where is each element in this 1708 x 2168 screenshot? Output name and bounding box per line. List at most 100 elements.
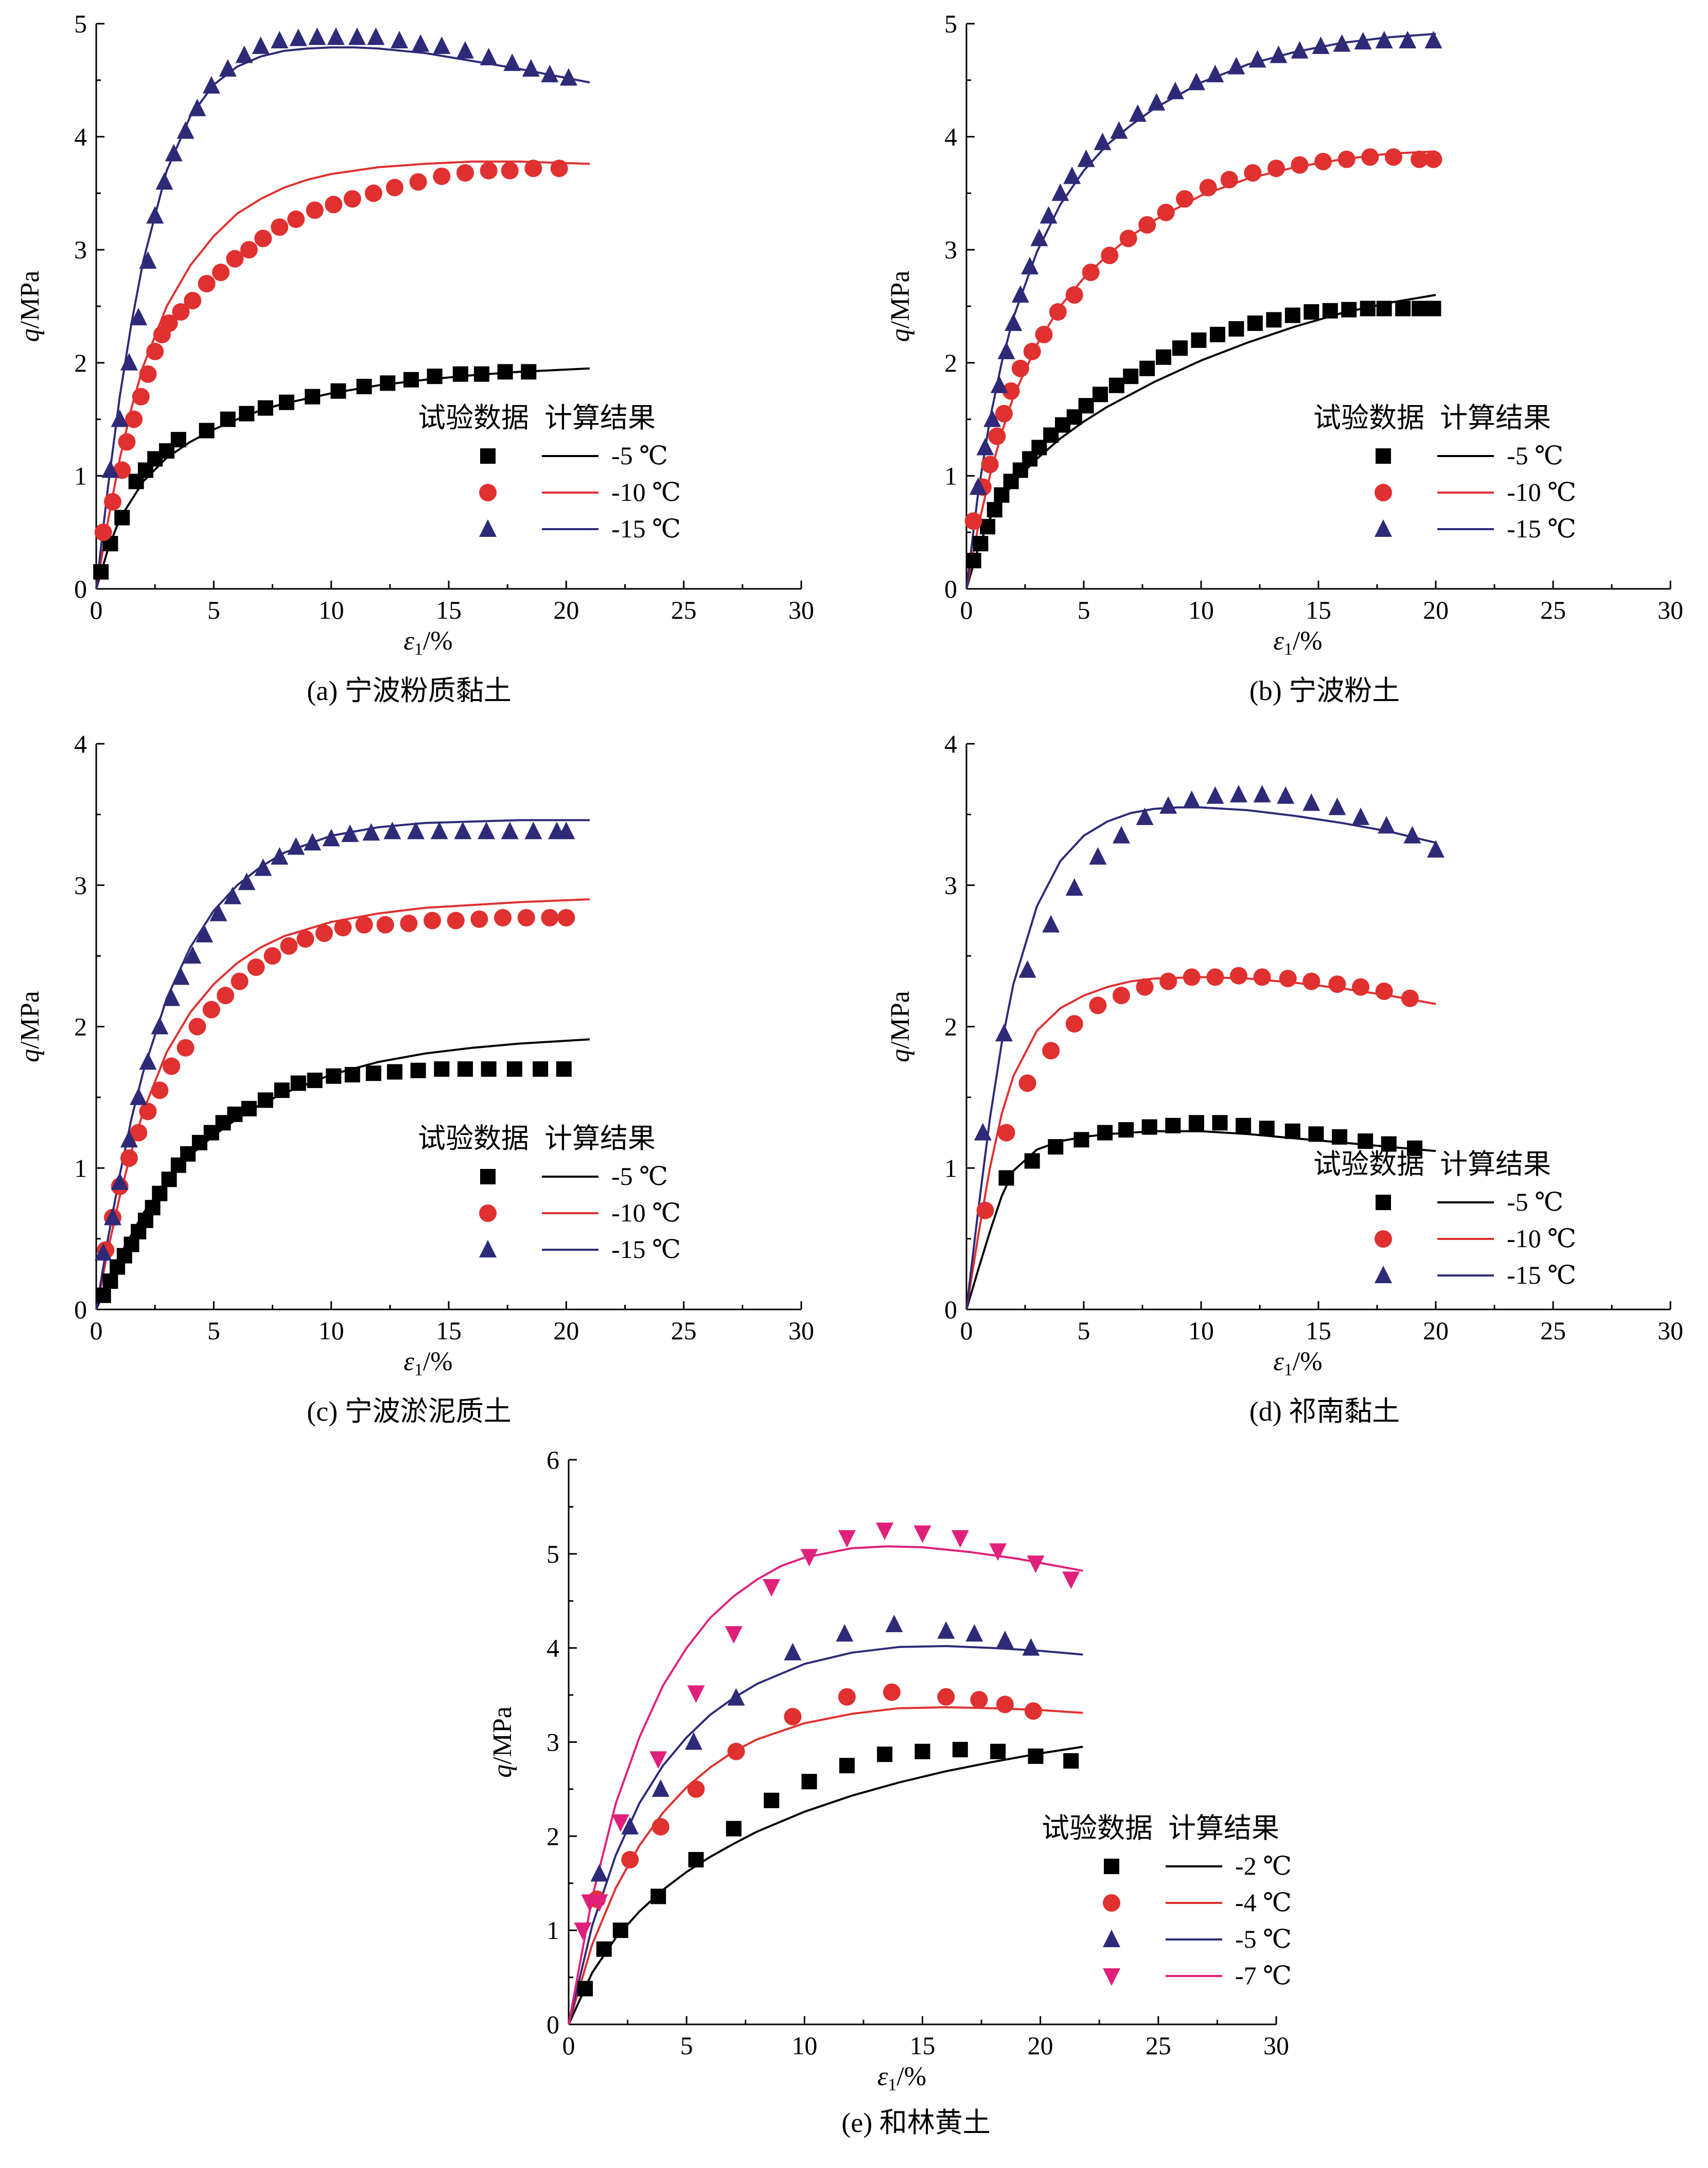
y-axis-symbol: q — [886, 1049, 915, 1062]
data-point-series-2 — [1253, 968, 1271, 986]
x-tick-label: 10 — [319, 596, 344, 624]
data-point-series-3 — [433, 36, 451, 54]
data-point-series-2 — [247, 958, 265, 976]
y-tick-label: 0 — [944, 574, 957, 603]
legend-marker-3 — [1375, 1266, 1392, 1283]
data-point-series-1 — [239, 406, 255, 422]
x-tick-label: 15 — [436, 596, 462, 624]
data-point-series-3 — [976, 438, 994, 456]
legend-header-calc: 计算结果 — [544, 403, 656, 433]
data-point-series-4 — [1062, 1571, 1080, 1589]
data-point-series-2 — [325, 196, 343, 214]
x-axis-subscript: 1 — [414, 640, 423, 659]
data-point-series-2 — [240, 241, 258, 259]
y-tick-label: 1 — [547, 1916, 559, 1945]
y-axis-unit: /MPa — [886, 991, 915, 1049]
x-tick-label: 0 — [960, 1316, 973, 1345]
data-point-series-2 — [1159, 972, 1177, 990]
legend-label-2: -10 ℃ — [611, 478, 681, 506]
data-point-series-2 — [1328, 975, 1346, 993]
data-point-series-3 — [202, 76, 220, 94]
data-point-series-3 — [1089, 847, 1107, 865]
data-point-series-3 — [557, 821, 575, 840]
data-point-series-2 — [1138, 216, 1156, 234]
x-axis-subscript: 1 — [414, 1360, 423, 1379]
data-point-series-1 — [227, 1106, 243, 1122]
data-point-series-3 — [1187, 73, 1205, 91]
legend-header-data: 试验数据 — [1042, 1813, 1153, 1844]
x-axis-symbol: ε — [1273, 626, 1284, 656]
data-point-series-2 — [501, 162, 519, 180]
data-point-series-3 — [322, 829, 340, 847]
x-tick-label: 5 — [680, 2031, 693, 2060]
data-point-series-3 — [480, 47, 498, 65]
y-tick-label: 1 — [74, 461, 87, 490]
data-point-series-2 — [456, 164, 474, 182]
y-tick-label: 0 — [547, 2010, 559, 2039]
data-point-series-3 — [196, 924, 214, 942]
data-point-series-3 — [139, 251, 157, 269]
calc-curve-2 — [95, 898, 590, 1310]
data-point-series-4 — [800, 1549, 818, 1567]
data-point-series-3 — [327, 27, 345, 45]
data-point-series-4 — [989, 1543, 1007, 1561]
data-point-series-3 — [983, 409, 1001, 427]
data-point-series-1 — [473, 366, 489, 382]
y-tick-label: 1 — [74, 1153, 87, 1182]
legend-marker-3 — [479, 519, 497, 537]
data-point-series-3 — [341, 824, 359, 842]
data-point-series-2 — [400, 914, 418, 932]
chart-caption: (b) 宁波粉土 — [1249, 675, 1400, 706]
legend-label-2: -10 ℃ — [1507, 1224, 1576, 1253]
x-tick-label: 30 — [788, 596, 814, 624]
data-point-series-3 — [101, 460, 119, 478]
data-point-series-1 — [1266, 312, 1282, 328]
data-point-series-1 — [1188, 1115, 1204, 1131]
legend-header-calc: 计算结果 — [1440, 1149, 1551, 1180]
data-point-series-1 — [839, 1758, 855, 1774]
data-point-series-2 — [1082, 264, 1100, 282]
data-point-series-1 — [1209, 326, 1225, 342]
data-point-series-1 — [987, 502, 1002, 518]
data-point-series-2 — [883, 1683, 901, 1701]
data-point-series-2 — [198, 275, 216, 293]
y-tick-label: 2 — [547, 1822, 559, 1850]
calc-curve-1 — [95, 367, 590, 589]
data-point-series-3 — [1352, 807, 1370, 825]
data-point-series-2 — [139, 1103, 157, 1121]
x-axis-symbol: ε — [403, 626, 414, 656]
data-point-series-1 — [365, 1065, 381, 1081]
data-point-series-3 — [559, 68, 577, 86]
legend-label-1: -5 ℃ — [1507, 441, 1563, 470]
data-point-series-2 — [188, 1018, 206, 1036]
chart-caption: (d) 祁南黏土 — [1249, 1396, 1400, 1427]
data-point-series-2 — [130, 1124, 148, 1142]
x-tick-label: 10 — [791, 2031, 817, 2060]
data-point-series-2 — [1267, 160, 1285, 178]
legend-marker-3 — [479, 1240, 497, 1257]
x-tick-label: 0 — [562, 2031, 575, 2060]
data-point-series-3 — [111, 409, 129, 427]
y-tick-label: 1 — [944, 1153, 957, 1182]
data-point-series-1 — [274, 1082, 290, 1098]
data-point-series-1 — [1412, 301, 1428, 317]
data-point-series-3 — [1270, 45, 1288, 63]
legend-label-4: -7 ℃ — [1235, 1961, 1292, 1990]
data-point-series-4 — [876, 1523, 894, 1541]
data-point-series-1 — [1376, 301, 1392, 317]
legend-label-3: -15 ℃ — [1507, 514, 1576, 543]
data-point-series-3 — [120, 353, 138, 371]
data-point-series-2 — [287, 210, 305, 228]
data-point-series-1 — [1078, 398, 1094, 414]
data-point-series-3 — [1375, 30, 1393, 48]
x-axis-label: ε1/% — [1273, 1347, 1322, 1379]
x-tick-label: 30 — [1658, 596, 1683, 624]
data-point-series-1 — [161, 1172, 177, 1187]
data-point-series-2 — [334, 919, 352, 937]
data-point-series-3 — [522, 59, 540, 77]
y-tick-label: 2 — [944, 348, 957, 377]
data-point-series-3 — [974, 1123, 992, 1141]
data-point-series-3 — [478, 821, 496, 840]
